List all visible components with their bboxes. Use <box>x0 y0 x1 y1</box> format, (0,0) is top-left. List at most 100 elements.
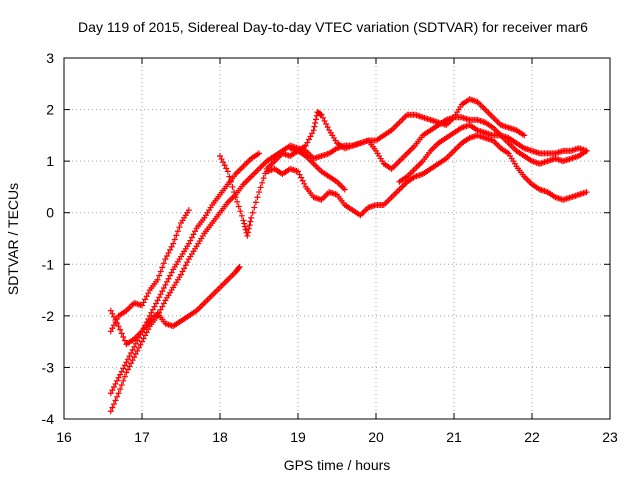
data-point-track-3 <box>132 351 139 358</box>
data-point-track-3 <box>128 360 135 367</box>
data-point-track-1 <box>170 240 177 247</box>
data-point-track-3 <box>124 366 131 373</box>
data-point-track-5 <box>309 130 316 137</box>
data-point-track-2 <box>114 377 121 384</box>
data-point-track-2 <box>112 380 119 387</box>
data-point-track-5 <box>227 178 234 185</box>
data-point-track-1 <box>139 302 145 309</box>
data-point-track-1 <box>165 249 172 256</box>
y-tick-label: -4 <box>42 411 55 427</box>
data-point-track-2 <box>190 231 197 238</box>
data-point-track-5 <box>218 156 225 163</box>
data-point-track-2 <box>187 237 194 244</box>
data-point-track-2 <box>129 346 136 353</box>
data-point-track-3 <box>123 369 130 376</box>
x-tick-label: 16 <box>56 429 72 445</box>
data-point-track-2 <box>132 340 139 347</box>
x-tick-label: 20 <box>368 429 384 445</box>
data-point-track-2 <box>148 309 155 316</box>
y-tick-label: 1 <box>46 153 54 169</box>
data-point-track-3 <box>107 408 114 415</box>
data-point-track-5 <box>247 218 254 225</box>
y-tick-label: 3 <box>46 50 54 66</box>
y-tick-label: -3 <box>42 359 55 375</box>
x-axis-label: GPS time / hours <box>284 457 391 473</box>
data-point-track-4 <box>118 330 125 337</box>
data-point-track-3 <box>137 341 144 348</box>
data-point-track-5 <box>259 179 266 186</box>
data-point-track-1 <box>162 256 169 263</box>
data-point-track-1 <box>140 299 147 306</box>
data-point-track-5 <box>237 208 244 215</box>
data-point-track-3 <box>140 335 147 342</box>
x-tick-label: 17 <box>134 429 150 445</box>
data-point-track-6 <box>301 180 308 187</box>
data-point-track-5 <box>224 168 231 175</box>
y-tick-labels: -4 -3 -2 -1 0 1 2 3 <box>42 50 55 427</box>
data-point-track-1 <box>110 322 117 329</box>
data-point-track-4 <box>117 326 124 333</box>
data-point-track-3 <box>126 363 133 370</box>
data-point-track-5 <box>305 136 312 143</box>
y-tick-label: -2 <box>42 308 55 324</box>
data-point-track-5 <box>311 123 318 130</box>
data-point-track-3 <box>160 300 167 307</box>
data-point-track-2 <box>149 306 156 313</box>
data-point-track-3 <box>521 132 528 139</box>
data-point-track-5 <box>245 229 252 236</box>
data-point-track-3 <box>129 357 136 364</box>
data-point-track-3 <box>120 377 127 384</box>
data-point-track-7 <box>583 147 590 154</box>
data-point-track-5 <box>231 189 238 196</box>
data-points <box>107 96 590 415</box>
data-point-track-6 <box>299 177 306 184</box>
data-point-track-4 <box>121 337 128 344</box>
data-point-track-5 <box>226 173 233 180</box>
y-tick-label: 2 <box>46 102 54 118</box>
data-point-track-2 <box>162 281 169 288</box>
data-point-track-5 <box>319 114 326 121</box>
data-point-track-2 <box>168 269 175 276</box>
data-point-track-5 <box>252 199 259 206</box>
data-point-track-2 <box>156 294 163 301</box>
data-point-track-5 <box>244 232 251 239</box>
data-point-track-3 <box>109 404 116 411</box>
data-point-track-4 <box>236 263 243 270</box>
data-point-track-5 <box>245 225 252 232</box>
data-point-track-2 <box>157 291 164 298</box>
data-point-track-5 <box>235 203 242 210</box>
plot-frame <box>63 57 611 420</box>
data-point-track-5 <box>312 116 319 123</box>
data-point-track-5 <box>256 189 262 196</box>
data-point-track-5 <box>241 223 248 230</box>
data-point-track-1 <box>185 207 192 214</box>
x-tick-labels: 16 17 18 19 20 21 22 23 <box>56 429 618 445</box>
data-point-track-1 <box>174 228 181 235</box>
data-point-track-1 <box>107 328 114 335</box>
data-point-track-2 <box>192 228 199 235</box>
data-point-track-5 <box>229 183 236 190</box>
data-point-track-5 <box>321 117 328 124</box>
data-point-track-5 <box>310 127 317 134</box>
data-point-track-2 <box>163 278 170 285</box>
data-point-track-2 <box>107 390 114 397</box>
data-point-track-5 <box>304 139 311 146</box>
data-point-track-3 <box>135 344 142 351</box>
data-point-track-5 <box>312 119 319 126</box>
data-point-track-3 <box>143 329 150 336</box>
data-point-track-2 <box>160 285 167 292</box>
data-point-track-5 <box>307 133 314 140</box>
data-point-track-2 <box>117 371 124 378</box>
data-point-track-4 <box>110 313 117 320</box>
data-point-track-2 <box>126 353 133 360</box>
data-point-track-5 <box>302 142 309 149</box>
data-point-track-2 <box>185 240 192 247</box>
data-point-track-2 <box>165 275 172 282</box>
x-tick-label: 21 <box>446 429 462 445</box>
data-point-track-5 <box>221 162 228 169</box>
data-point-track-5 <box>232 194 239 201</box>
data-point-track-1 <box>157 268 164 275</box>
data-point-track-7 <box>341 186 348 193</box>
data-point-track-5 <box>240 217 247 224</box>
data-point-track-3 <box>139 338 145 345</box>
